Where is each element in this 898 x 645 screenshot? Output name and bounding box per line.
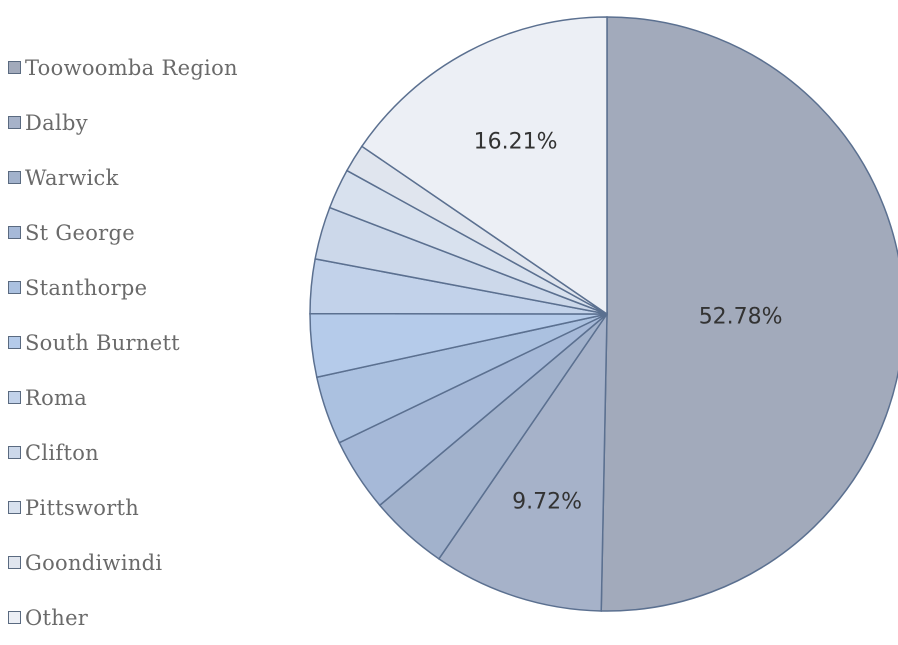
legend-label: Stanthorpe xyxy=(25,275,148,300)
legend-item-dalby: Dalby xyxy=(8,95,298,150)
legend-swatch xyxy=(8,501,21,514)
legend-swatch xyxy=(8,391,21,404)
legend-item-toowoomba-region: Toowoomba Region xyxy=(8,40,298,95)
legend-label: Warwick xyxy=(25,165,119,190)
legend-swatch xyxy=(8,116,21,129)
legend-label: Pittsworth xyxy=(25,495,140,520)
legend-item-st-george: St George xyxy=(8,205,298,260)
legend-swatch xyxy=(8,281,21,294)
legend-item-goondiwindi: Goondiwindi xyxy=(8,535,298,590)
legend-item-stanthorpe: Stanthorpe xyxy=(8,260,298,315)
legend-label: Dalby xyxy=(25,110,88,135)
legend: Toowoomba Region Dalby Warwick St George Sta… xyxy=(8,40,298,645)
legend-swatch xyxy=(8,171,21,184)
slice-toowoomba-region xyxy=(600,16,898,612)
data-label-dalby: 9.72% xyxy=(512,490,582,515)
legend-swatch xyxy=(8,226,21,239)
slice-dalby xyxy=(437,311,608,612)
legend-label: Toowoomba Region xyxy=(25,55,238,80)
data-label-toowoomba-region: 52.78% xyxy=(699,304,783,329)
legend-label: Roma xyxy=(25,385,88,410)
legend-label: Goondiwindi xyxy=(25,550,163,575)
pie-chart: 52.78% 9.72% 16.21% xyxy=(309,16,898,612)
legend-swatch xyxy=(8,336,21,349)
legend-label: South Burnett xyxy=(25,330,180,355)
legend-swatch xyxy=(8,446,21,459)
data-label-other: 16.21% xyxy=(474,130,558,155)
legend-label: St George xyxy=(25,220,135,245)
legend-item-south-burnett: South Burnett xyxy=(8,315,298,370)
slice-other xyxy=(360,16,608,316)
legend-swatch xyxy=(8,61,21,74)
legend-item-warwick: Warwick xyxy=(8,150,298,205)
legend-label: Clifton xyxy=(25,440,99,465)
legend-item-roma: Roma xyxy=(8,370,298,425)
legend-item-clifton: Clifton xyxy=(8,425,298,480)
legend-swatch xyxy=(8,556,21,569)
legend-item-pittsworth: Pittsworth xyxy=(8,480,298,535)
